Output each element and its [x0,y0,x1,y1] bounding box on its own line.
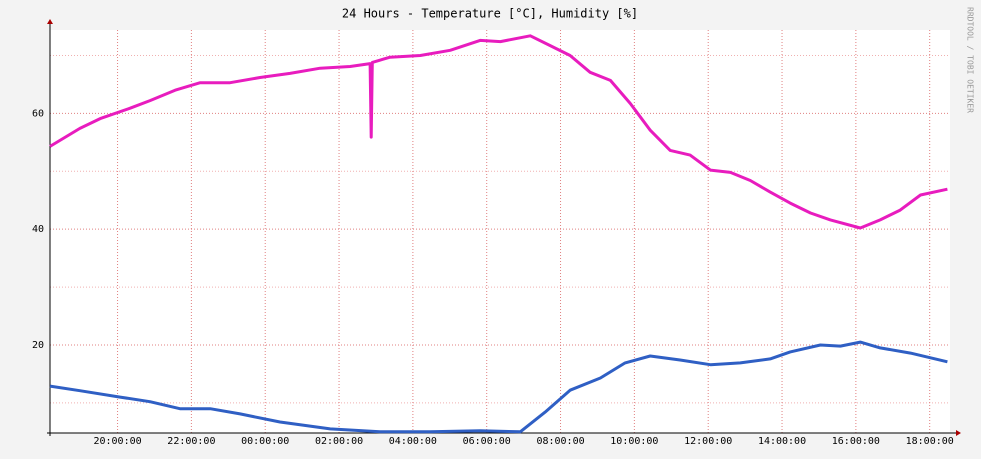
watermark: RRDTOOL / TOBI OETIKER [966,7,975,113]
x-tick-label: 02:00:00 [315,436,363,447]
x-tick-label: 20:00:00 [93,436,141,447]
x-tick-label: 00:00:00 [241,436,289,447]
series-line [49,34,948,230]
y-tick-label: 20 [32,340,44,351]
x-tick-label: 04:00:00 [389,436,437,447]
x-tick-label: 08:00:00 [536,436,584,447]
chart-title: 24 Hours - Temperature [°C], Humidity [%… [342,7,638,21]
axis-arrow [956,430,961,436]
x-tick-label: 10:00:00 [610,436,658,447]
series-line [49,340,948,434]
x-tick-label: 06:00:00 [463,436,511,447]
x-tick-label: 12:00:00 [684,436,732,447]
y-tick-label: 60 [32,108,44,119]
y-tick-label: 40 [32,224,44,235]
axis-arrow [47,19,53,24]
x-tick-label: 22:00:00 [167,436,215,447]
x-tick-label: 14:00:00 [758,436,806,447]
x-tick-label: 16:00:00 [832,436,880,447]
x-tick-label: 18:00:00 [906,436,954,447]
plot-area [50,30,950,433]
